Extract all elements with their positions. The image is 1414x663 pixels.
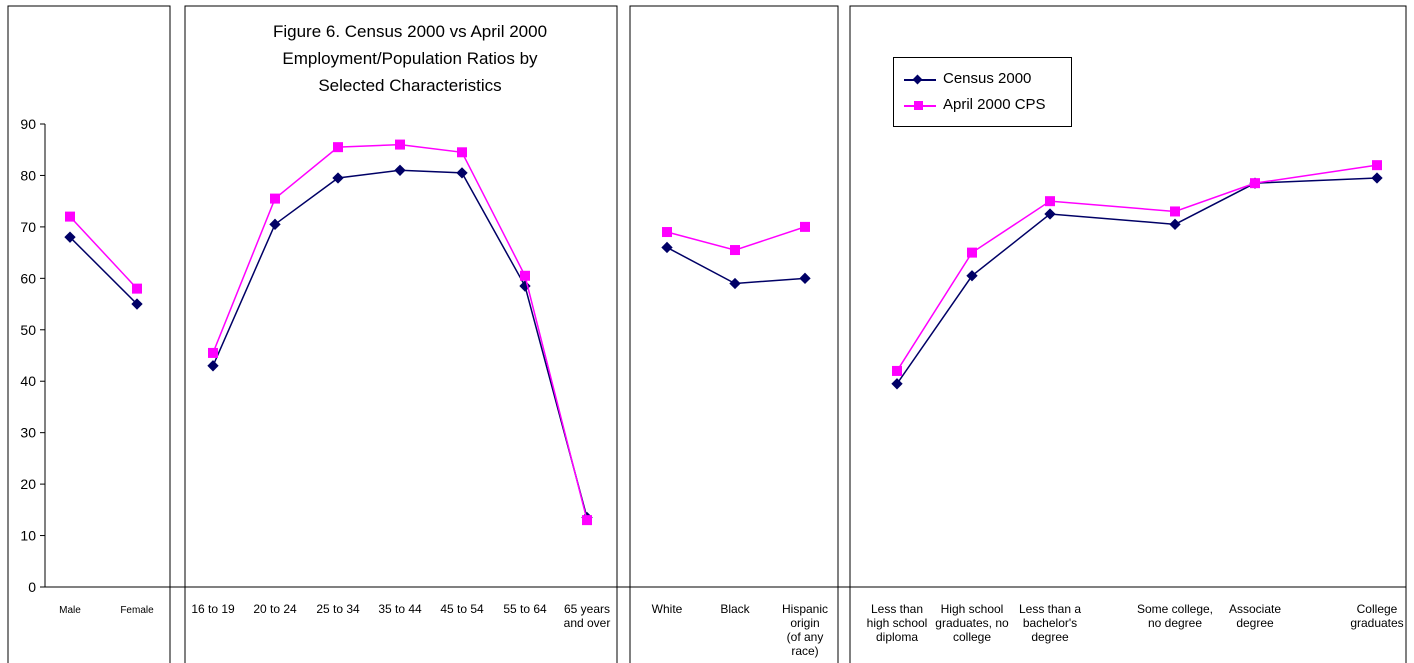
- y-tick-label: 40: [20, 373, 36, 389]
- data-point-cps: [662, 227, 672, 238]
- x-tick-label: 55 to 64: [503, 602, 547, 616]
- y-tick-label: 90: [20, 116, 36, 132]
- legend-label-cps: April 2000 CPS: [943, 96, 1046, 113]
- square-marker-icon: [914, 101, 923, 110]
- data-point-census: [661, 241, 673, 254]
- data-point-census: [729, 277, 741, 290]
- panel-frame: [7, 5, 171, 663]
- data-point-census: [1169, 218, 1181, 230]
- y-tick-label: 30: [20, 425, 36, 441]
- data-point-cps: [1372, 160, 1382, 171]
- data-point-cps: [1250, 178, 1260, 189]
- x-tick-label: Female: [120, 605, 154, 616]
- x-tick-label: 25 to 34: [316, 602, 360, 616]
- x-tick-label: 20 to 24: [253, 602, 297, 616]
- y-tick-label: 70: [20, 219, 36, 235]
- legend-item-cps: April 2000 CPS: [894, 95, 1071, 117]
- data-point-census: [799, 272, 811, 284]
- data-point-census: [891, 378, 903, 390]
- series-line: [69, 236, 138, 305]
- data-point-census: [1371, 172, 1383, 184]
- y-tick-label: 50: [20, 322, 36, 338]
- x-tick-label: 16 to 19: [191, 602, 235, 616]
- data-point-census: [131, 298, 143, 310]
- data-point-cps: [520, 270, 530, 281]
- data-point-cps: [333, 142, 343, 153]
- data-point-census: [966, 270, 978, 282]
- data-point-cps: [1170, 206, 1180, 217]
- data-point-census: [332, 172, 344, 184]
- data-point-cps: [65, 211, 75, 222]
- x-tick-label: 45 to 54: [440, 602, 484, 616]
- data-point-census: [394, 164, 406, 176]
- data-point-cps: [1045, 196, 1055, 207]
- y-tick-label: 20: [20, 476, 36, 492]
- x-tick-label: Some college, no degree: [1137, 602, 1213, 630]
- y-tick-label: 60: [20, 270, 36, 286]
- diamond-marker-icon: [912, 74, 923, 85]
- data-point-cps: [132, 283, 142, 294]
- legend-label-census: Census 2000: [943, 70, 1032, 87]
- x-tick-label: High school graduates, no college: [935, 602, 1009, 644]
- series-line: [896, 164, 1378, 372]
- x-tick-label: White: [652, 602, 683, 616]
- x-tick-label: Less than a bachelor's degree: [1019, 602, 1081, 644]
- x-tick-label: 65 years and over: [564, 602, 611, 630]
- legend-item-census: Census 2000: [894, 69, 1071, 91]
- data-point-census: [456, 167, 468, 179]
- data-point-cps: [892, 365, 902, 376]
- data-point-census: [207, 360, 219, 372]
- x-tick-label: Male: [59, 605, 81, 616]
- data-point-cps: [457, 147, 467, 158]
- y-tick-label: 80: [20, 167, 36, 183]
- series-line: [212, 143, 588, 521]
- series-line: [896, 177, 1378, 385]
- data-point-cps: [395, 139, 405, 150]
- x-tick-label: Less than high school diploma: [867, 602, 928, 644]
- data-point-cps: [582, 515, 592, 526]
- data-point-cps: [967, 247, 977, 258]
- data-point-cps: [270, 193, 280, 204]
- x-tick-label: Hispanic origin (of any race): [782, 602, 828, 658]
- x-tick-label: Black: [720, 602, 750, 616]
- chart-title: Figure 6. Census 2000 vs April 2000 Empl…: [272, 22, 548, 95]
- series-line: [212, 169, 588, 518]
- data-point-cps: [800, 221, 810, 232]
- data-point-cps: [730, 245, 740, 256]
- x-tick-label: Associate degree: [1229, 602, 1281, 630]
- series-line: [69, 216, 138, 290]
- y-tick-label: 10: [20, 528, 36, 544]
- data-point-census: [1044, 208, 1056, 220]
- panel-frame: [629, 5, 839, 663]
- panel-frame: [849, 5, 1407, 663]
- data-point-census: [269, 218, 281, 230]
- legend: Census 2000 April 2000 CPS: [893, 57, 1072, 127]
- data-point-cps: [208, 347, 218, 358]
- y-tick-label: 0: [28, 579, 36, 595]
- x-tick-label: 35 to 44: [378, 602, 422, 616]
- panel-frame: [184, 5, 618, 663]
- x-tick-label: College graduates: [1350, 602, 1403, 630]
